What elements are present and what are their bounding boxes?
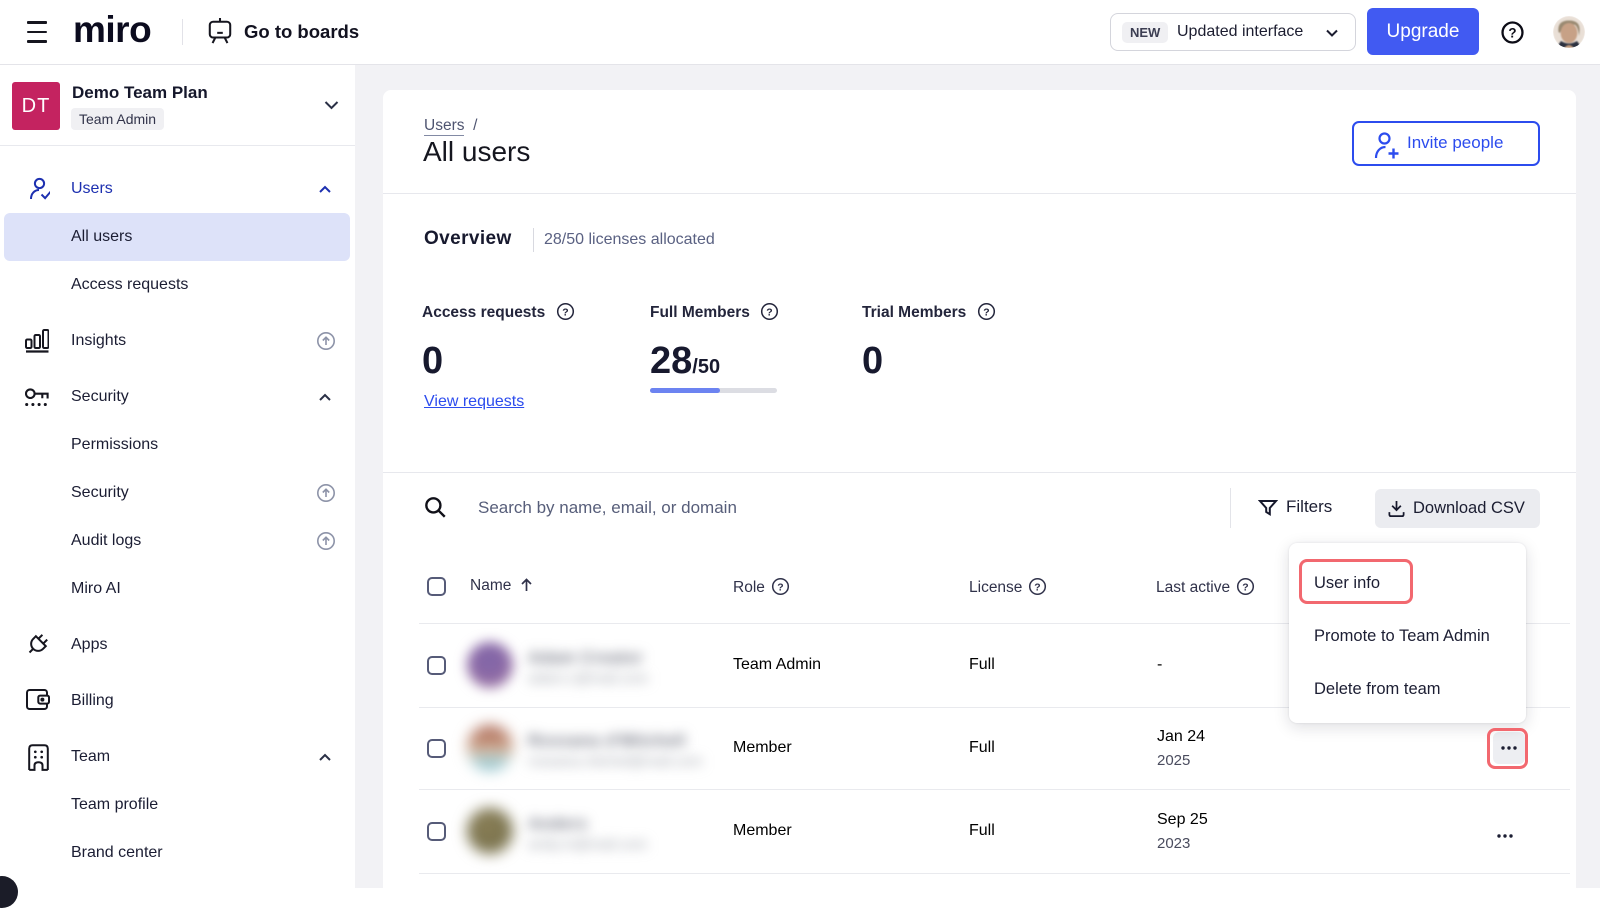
svg-text:?: ? <box>777 582 783 593</box>
svg-text:?: ? <box>562 307 568 318</box>
svg-text:?: ? <box>1035 582 1041 593</box>
svg-text:?: ? <box>1242 582 1248 593</box>
svg-text:?: ? <box>1508 25 1516 40</box>
svg-text:?: ? <box>983 307 989 318</box>
svg-text:?: ? <box>767 307 773 318</box>
